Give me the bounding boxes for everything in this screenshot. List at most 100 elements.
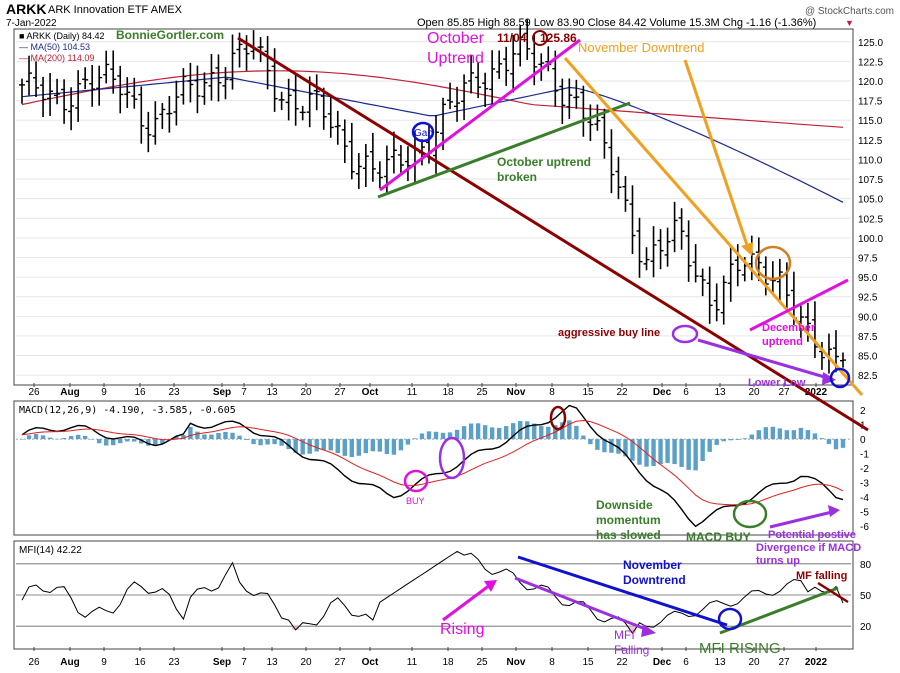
histogram-bar — [770, 426, 776, 440]
histogram-bar — [216, 433, 221, 440]
price-bar — [489, 50, 496, 106]
histogram-bar — [40, 435, 46, 440]
date-tick-label: Dec — [653, 387, 672, 398]
author-credit: BonnieGortler.com — [116, 28, 224, 42]
histogram-bar — [686, 439, 691, 470]
mfi-legend: MFI(14) 42.22 — [19, 545, 82, 556]
trendline-annotations — [237, 30, 869, 637]
price-bar — [390, 131, 397, 174]
price-bar — [229, 34, 236, 90]
price-bar — [482, 72, 489, 107]
signal-line — [21, 419, 844, 506]
rising-arrow — [442, 583, 491, 622]
price-bar — [433, 114, 440, 174]
histogram-bar — [560, 422, 565, 440]
histogram-bar — [47, 437, 53, 440]
october-uptrend-label: October Uptrend — [427, 30, 485, 67]
histogram-bar — [174, 436, 179, 440]
histogram-bar — [546, 426, 551, 440]
date-tick-label: 2022 — [805, 657, 828, 668]
annotation-labels: October Uptrend 11/04 125.86 November Dow… — [406, 30, 861, 657]
mfi-tick-label: 80 — [860, 560, 872, 571]
price-bar — [271, 48, 278, 112]
histogram-bar — [581, 435, 586, 440]
price-bar — [306, 76, 313, 128]
date-tick-label: 26 — [28, 657, 40, 668]
price-bar — [369, 132, 376, 182]
price-bar — [811, 301, 818, 359]
divergence-arrowhead — [828, 505, 840, 517]
date-tick-label: Oct — [362, 387, 379, 398]
date-tick-label: Aug — [60, 657, 79, 668]
ma200-legend: — MA(200) 114.09 — [19, 53, 94, 63]
date-tick-label: 23 — [168, 657, 180, 668]
histogram-bar — [742, 438, 747, 440]
histogram-bar — [665, 439, 670, 463]
rising-arrowhead — [484, 580, 497, 592]
price-tick-label: 120.0 — [858, 77, 883, 88]
price-bar — [299, 105, 306, 121]
price-bar — [264, 36, 271, 90]
price-bar — [538, 53, 545, 81]
macd-purple-circle — [438, 436, 466, 480]
mfi-falling-label: MFI Falling — [614, 628, 649, 657]
price-tick-label: 85.0 — [858, 352, 878, 363]
price-bar — [145, 111, 152, 153]
price-bar — [96, 65, 103, 106]
date-tick-label: 13 — [266, 387, 278, 398]
price-bar — [292, 73, 299, 126]
histogram-bar — [658, 439, 663, 465]
date-tick-label: 6 — [683, 387, 689, 398]
histogram-bar — [272, 439, 277, 445]
histogram-bar — [447, 432, 453, 440]
price-bar — [110, 50, 117, 94]
october-broken-label: October uptrend broken — [497, 155, 591, 184]
november-downtrend-label: November Downtrend — [578, 40, 704, 55]
price-bar — [285, 78, 292, 121]
price-bar — [454, 86, 461, 122]
price-bar — [573, 79, 580, 109]
price-bar — [685, 220, 692, 282]
histogram-bar — [602, 439, 607, 453]
histogram-bar — [798, 427, 804, 440]
price-bar — [397, 145, 404, 173]
price-tick-label: 122.5 — [858, 57, 883, 68]
price-tick-label: 105.0 — [858, 195, 883, 206]
price-bar — [517, 25, 524, 67]
price-bar — [587, 104, 594, 141]
lower-low-arrow — [697, 338, 829, 380]
histogram-bar — [265, 439, 270, 445]
histogram-bar — [693, 439, 698, 471]
histogram-bar — [96, 439, 102, 444]
mfi-blue-circle — [717, 607, 743, 631]
gap-circle — [411, 121, 435, 143]
date-tick-label: Aug — [60, 387, 79, 398]
histogram-bar — [377, 439, 383, 452]
purple-arrowhead — [822, 372, 836, 385]
histogram-bar — [251, 439, 256, 445]
mfi-tick-label: 50 — [860, 591, 872, 602]
date-tick-label: Dec — [653, 657, 672, 668]
mf-falling-label: MF falling — [796, 570, 847, 582]
price-bar — [601, 108, 608, 159]
price-bar — [194, 65, 201, 114]
price-tick-label: 107.5 — [858, 175, 883, 186]
date-tick-label: 9 — [101, 387, 107, 398]
histogram-bar — [195, 431, 200, 440]
date-tick-label: 27 — [778, 657, 790, 668]
histogram-bar — [749, 434, 754, 440]
price-bar — [278, 91, 285, 111]
date-tick-label: 22 — [616, 657, 628, 668]
histogram-bar — [609, 439, 614, 453]
histogram-bar — [223, 431, 228, 440]
histogram-bar — [139, 439, 144, 444]
october-green-uptrend-line — [377, 101, 631, 199]
histogram-bar — [784, 430, 790, 440]
macd-buy-circle — [732, 499, 768, 529]
price-legend: ■ ARKK (Daily) 84.42 — [19, 31, 104, 41]
december-uptrend-label: December uptrend — [762, 322, 816, 348]
histogram-bar — [637, 439, 642, 465]
price-bar — [201, 72, 208, 105]
price-tick-label: 110.0 — [858, 155, 883, 166]
price-bar — [47, 73, 54, 116]
